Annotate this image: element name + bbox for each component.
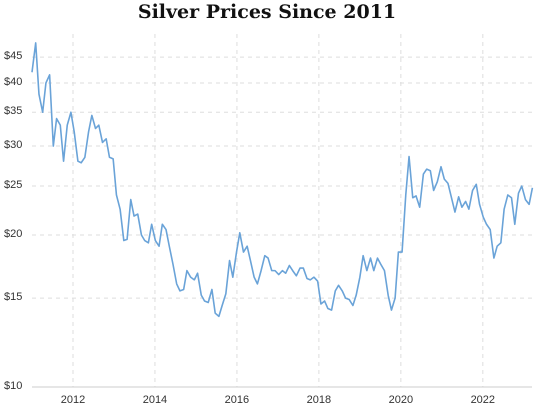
x-tick-label: 2020 (389, 394, 413, 406)
x-tick-label: 2018 (307, 394, 331, 406)
x-tick-label: 2022 (471, 394, 495, 406)
y-tick-label: $40 (4, 76, 22, 88)
y-tick-label: $20 (4, 228, 22, 240)
y-tick-label: $30 (4, 139, 22, 151)
x-tick-label: 2016 (225, 394, 249, 406)
y-tick-label: $10 (4, 380, 22, 392)
y-tick-label: $15 (4, 291, 22, 303)
x-tick-label: 2012 (61, 394, 85, 406)
y-tick-label: $35 (4, 105, 22, 117)
chart-title: Silver Prices Since 2011 (138, 1, 396, 23)
price-line (31, 42, 534, 318)
y-tick-label: $45 (4, 50, 22, 62)
x-tick-label: 2014 (143, 394, 167, 406)
y-tick-label: $25 (4, 179, 22, 191)
